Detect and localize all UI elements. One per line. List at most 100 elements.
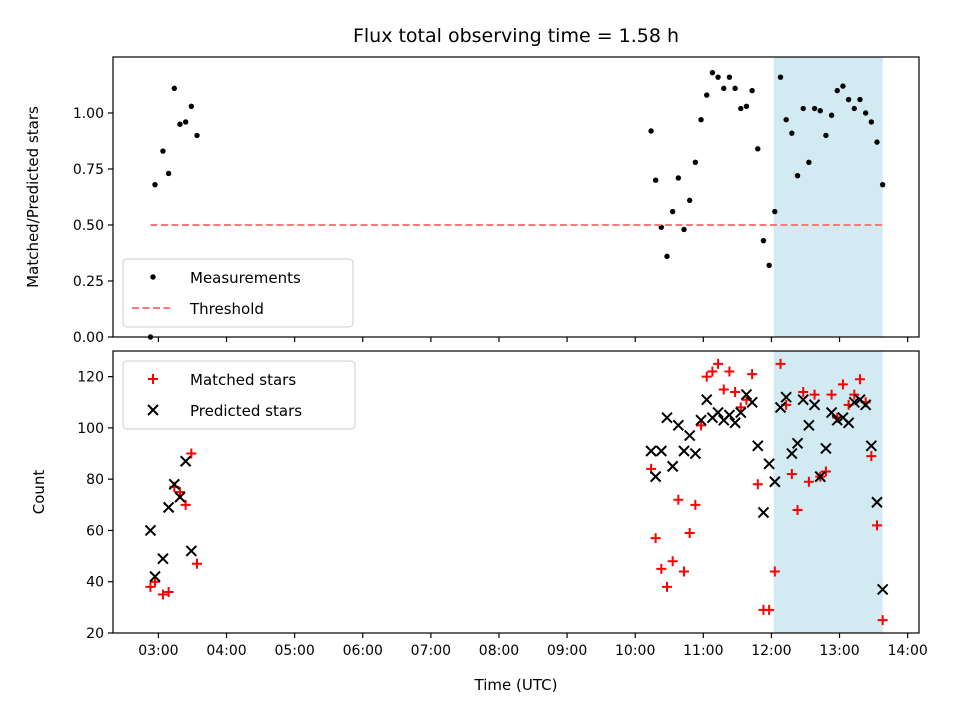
data-point xyxy=(185,545,198,557)
x-tick-label: 07:00 xyxy=(411,643,451,659)
data-point xyxy=(150,576,161,587)
data-point xyxy=(648,128,654,134)
data-point xyxy=(774,401,787,414)
legend-label: Matched stars xyxy=(190,371,296,389)
data-point xyxy=(712,406,724,419)
shaded-region xyxy=(773,351,883,633)
data-point xyxy=(678,445,690,457)
data-point xyxy=(740,388,753,401)
y-tick-label: 0.75 xyxy=(73,162,104,178)
data-point xyxy=(803,419,815,432)
x-tick-label: 03:00 xyxy=(138,643,178,659)
data-point xyxy=(168,478,181,491)
data-point xyxy=(811,105,818,112)
data-point xyxy=(862,110,869,116)
data-point xyxy=(730,387,741,398)
legend-box xyxy=(122,360,356,430)
data-point xyxy=(735,402,746,413)
data-point xyxy=(704,92,710,98)
data-point xyxy=(752,440,764,452)
data-point xyxy=(645,445,657,457)
data-point xyxy=(749,87,755,94)
data-point xyxy=(735,406,747,419)
data-point xyxy=(840,83,846,89)
legend-marker xyxy=(148,374,158,384)
data-point xyxy=(876,583,889,596)
data-point xyxy=(803,476,814,487)
y-tick-label: 1.00 xyxy=(73,106,104,122)
data-point xyxy=(724,366,735,377)
data-point xyxy=(683,429,696,442)
x-tick-label: 12:00 xyxy=(751,643,791,659)
chart-title: Flux total observing time = 1.58 h xyxy=(353,25,679,47)
data-point xyxy=(650,533,661,544)
y-tick-label: 40 xyxy=(86,575,104,591)
data-point xyxy=(692,159,699,165)
data-point xyxy=(842,417,855,429)
data-point xyxy=(780,391,792,403)
data-point xyxy=(764,604,775,615)
data-point xyxy=(772,208,778,215)
data-point xyxy=(698,117,704,123)
y-tick-label: 0.00 xyxy=(73,330,104,346)
data-point xyxy=(820,442,832,455)
data-point xyxy=(789,130,795,136)
data-point xyxy=(800,105,806,112)
data-point xyxy=(669,208,676,215)
data-point xyxy=(192,558,203,569)
data-point xyxy=(652,177,659,183)
data-point xyxy=(179,455,192,467)
legend-label: Predicted stars xyxy=(190,402,302,420)
data-point xyxy=(777,74,784,80)
plot-frame xyxy=(112,350,920,634)
data-point xyxy=(871,520,882,531)
data-point xyxy=(160,148,166,154)
data-point xyxy=(879,181,886,188)
data-point xyxy=(194,132,200,139)
data-point xyxy=(729,417,741,429)
data-point xyxy=(177,121,183,127)
data-point xyxy=(743,103,750,109)
legend-box xyxy=(122,258,354,328)
data-point xyxy=(664,253,670,260)
data-point xyxy=(675,175,682,181)
data-point xyxy=(689,447,702,460)
x-tick-label: 11:00 xyxy=(683,643,723,659)
data-point xyxy=(792,504,803,515)
data-point xyxy=(696,420,707,431)
data-point xyxy=(667,556,678,567)
data-point xyxy=(791,437,804,449)
data-point xyxy=(149,570,161,583)
data-point xyxy=(180,499,191,510)
top-panel: 0.00 0.25 0.50 0.75 1.00 Measurements Threshol… xyxy=(73,56,920,346)
bottom-panel: 20 40 60 80 100 120 03:00 04:00 05:00 06:00 07:00 0… xyxy=(77,350,928,659)
data-point xyxy=(786,447,798,460)
x-tick-label: 05:00 xyxy=(274,643,314,659)
data-point xyxy=(868,119,875,125)
data-point xyxy=(686,197,693,204)
data-point xyxy=(814,470,826,483)
data-point xyxy=(871,496,883,508)
data-point xyxy=(162,501,175,514)
top-y-axis-label: Matched/Predicted stars xyxy=(24,106,42,288)
data-point xyxy=(746,396,758,408)
data-point xyxy=(672,419,685,432)
data-point xyxy=(757,506,770,519)
data-point xyxy=(837,379,848,390)
x-tick-label: 13:00 xyxy=(819,643,859,659)
y-tick-label: 80 xyxy=(86,472,104,488)
data-point xyxy=(828,112,835,118)
x-tick-label: 08:00 xyxy=(479,643,519,659)
data-point xyxy=(655,445,668,457)
data-point xyxy=(766,262,772,269)
data-point xyxy=(715,74,721,80)
data-point xyxy=(738,105,744,112)
data-point xyxy=(849,389,860,400)
data-point xyxy=(732,85,738,92)
legend: Measurements Threshold xyxy=(122,258,354,328)
data-point xyxy=(152,181,158,188)
data-point xyxy=(661,581,672,592)
data-point xyxy=(848,396,861,408)
data-point xyxy=(157,552,169,565)
data-point xyxy=(817,108,823,114)
